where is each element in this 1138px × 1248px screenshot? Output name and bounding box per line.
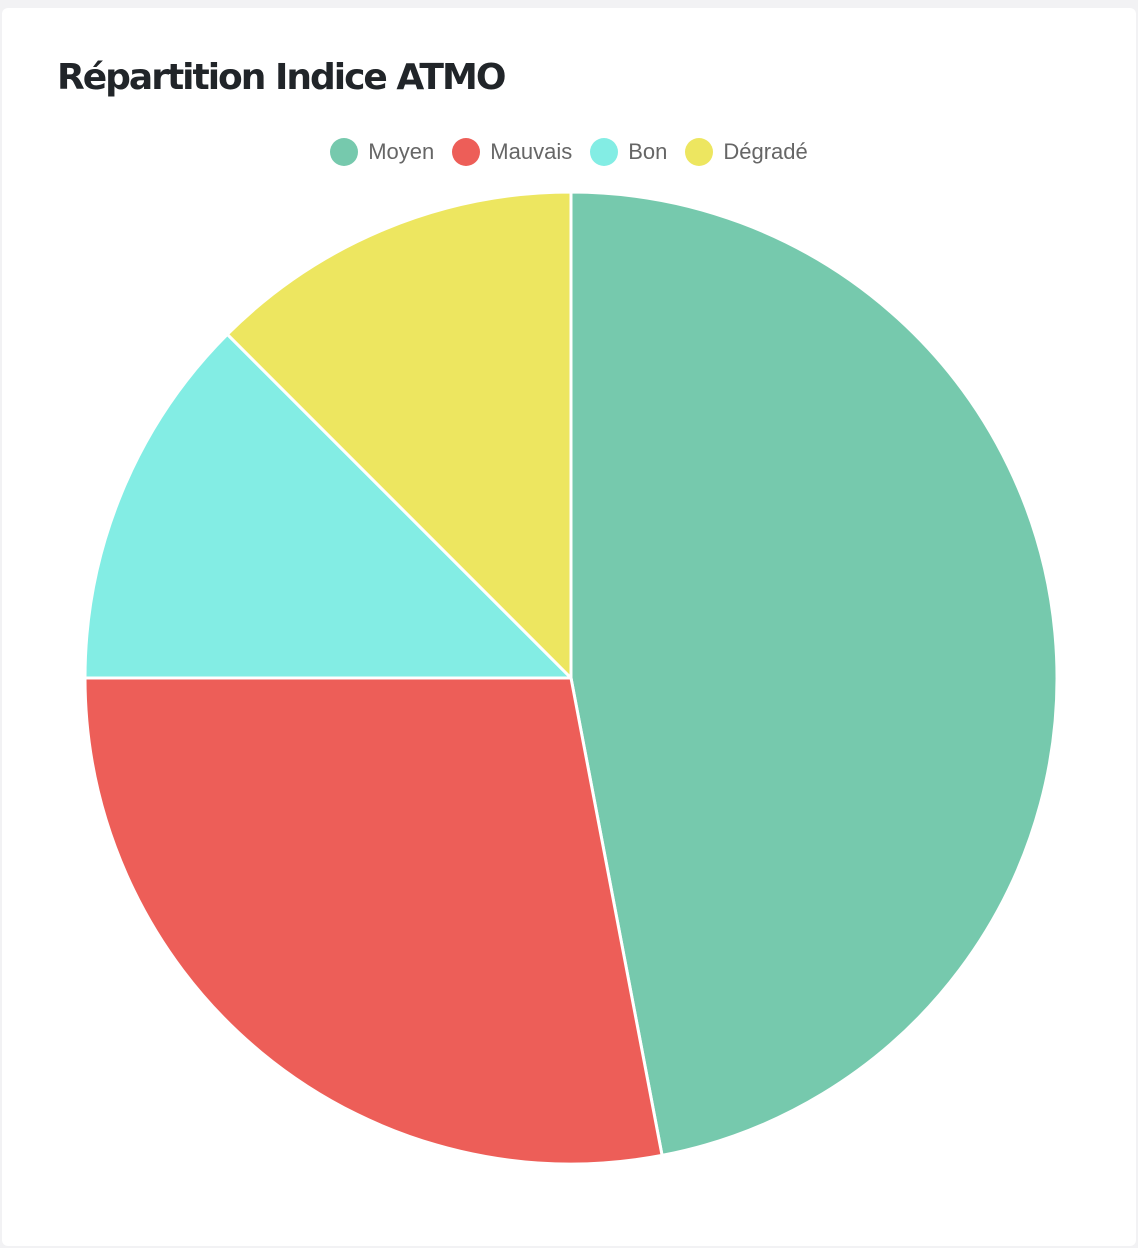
pie-slice-mauvais[interactable] xyxy=(83,676,664,1166)
legend-swatch-degrade xyxy=(685,138,714,166)
legend-label-moyen: Moyen xyxy=(368,139,435,164)
legend-item-moyen[interactable]: Moyen xyxy=(330,138,434,166)
legend-label-degrade: Dégradé xyxy=(723,139,808,164)
pie-slice-moyen[interactable] xyxy=(569,190,1059,1157)
legend-item-mauvais[interactable]: Mauvais xyxy=(452,138,572,166)
pie-slice-degrade[interactable] xyxy=(225,190,573,680)
legend-label-bon: Bon xyxy=(628,139,668,164)
chart-legend: Moyen Mauvais Bon Dégradé xyxy=(0,138,1138,166)
legend-swatch-bon xyxy=(590,138,619,166)
legend-label-mauvais: Mauvais xyxy=(490,139,573,164)
legend-item-degrade[interactable]: Dégradé xyxy=(685,138,808,166)
pie-slice-bon[interactable] xyxy=(83,332,573,680)
legend-swatch-moyen xyxy=(330,138,359,166)
legend-swatch-mauvais xyxy=(452,138,481,166)
chart-title: Répartition Indice ATMO xyxy=(57,57,506,98)
legend-item-bon[interactable]: Bon xyxy=(590,138,667,166)
